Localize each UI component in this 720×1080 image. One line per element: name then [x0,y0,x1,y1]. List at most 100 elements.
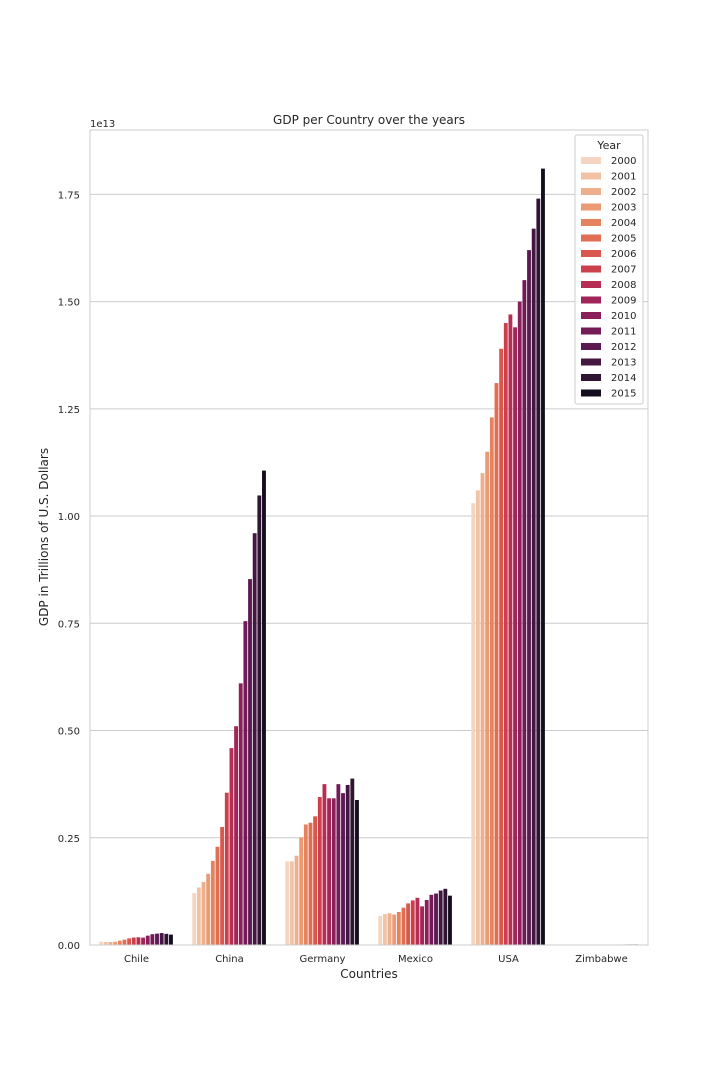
bar-china-2013 [252,533,257,945]
bar-usa-2008 [508,314,513,945]
bar-chile-2011 [150,934,155,945]
bar-chile-2003 [113,941,118,945]
y-tick-label: 0.75 [58,619,80,630]
legend-entry-label: 2010 [611,311,636,322]
bar-usa-2011 [522,280,527,945]
bar-china-2008 [229,748,234,945]
bar-china-2015 [262,470,266,945]
bar-china-2012 [248,579,252,945]
bar-usa-2000 [471,503,476,945]
bar-mexico-2008 [415,897,420,945]
y-tick-label: 0.50 [58,727,80,738]
bar-chile-2004 [117,940,122,945]
legend-swatch [581,327,601,335]
y-tick-label: 1.00 [58,512,80,523]
legend-entry-label: 2001 [611,172,636,183]
legend-entry-label: 2006 [611,249,636,260]
bar-usa-2001 [475,490,480,945]
bar-usa-2012 [527,250,531,945]
legend-box [574,134,644,405]
legend-entry-label: 2005 [611,234,636,245]
legend-swatch [581,250,601,257]
bar-mexico-2005 [401,907,406,945]
y-axis-label: GDP in Trillions of U.S. Dollars [37,448,51,626]
y-tick-label: 1.75 [58,190,80,201]
legend-entry-label: 2009 [611,296,636,307]
bar-china-2000 [192,893,197,945]
bar-china-2003 [206,873,211,945]
x-tick-label: USA [498,954,519,965]
bar-mexico-2002 [387,913,392,945]
bar-chile-2009 [141,937,145,945]
bar-mexico-2013 [438,890,443,945]
bar-germany-2006 [313,816,318,945]
legend-swatch [581,172,601,180]
legend-entry-label: 2003 [611,203,636,214]
bar-mexico-2001 [382,914,387,945]
bar-usa-2007 [503,323,508,945]
bar-mexico-2003 [392,914,397,945]
bar-germany-2012 [341,793,345,945]
legend-swatch [581,343,601,350]
bar-china-2010 [238,683,243,945]
bar-mexico-2009 [420,906,424,945]
bar-usa-2004 [489,417,494,945]
legend-swatch [581,312,601,319]
bar-germany-2015 [355,800,359,945]
bar-germany-2005 [308,822,313,945]
bar-mexico-2000 [378,915,383,945]
bar-usa-2003 [485,451,490,945]
bar-chile-2012 [155,933,159,945]
bar-china-2006 [220,827,225,945]
plot-frame [89,129,649,946]
legend-entry-label: 2007 [611,265,636,276]
bar-germany-2009 [327,798,331,945]
bar-mexico-2015 [448,895,452,945]
legend-entry-label: 2015 [611,389,636,400]
bar-germany-2010 [331,798,336,945]
bar-germany-2014 [350,778,355,945]
chart-title: GDP per Country over the years [273,113,465,127]
x-tick-label: China [215,954,244,965]
bar-germany-2000 [285,861,290,945]
bar-germany-2001 [289,861,294,945]
bar-usa-2014 [536,198,541,945]
bars [99,168,638,945]
bar-chile-2002 [108,941,113,945]
bar-china-2014 [257,495,262,945]
tick-labels: 0.00 0.25 0.50 0.75 1.00 1.25 1.50 1.75 Chile Chi… [58,190,628,965]
bar-mexico-2011 [429,894,434,945]
y-tick-label: 1.50 [58,298,80,309]
y-tick-label: 0.00 [58,941,80,952]
bar-chile-2005 [122,939,127,945]
x-tick-label: Zimbabwe [575,954,628,965]
bar-chile-2001 [103,941,108,945]
legend-entry-label: 2000 [611,156,636,167]
legend-title: Year [596,139,621,152]
bar-chile-2006 [127,938,132,945]
y-tick-label: 1.25 [58,405,80,416]
bar-usa-2009 [513,327,517,945]
legend-swatch [581,219,601,226]
legend-entry-label: 2002 [611,187,636,198]
bar-china-2011 [243,621,248,945]
bar-germany-2011 [336,784,341,945]
bar-chile-2007 [131,937,136,945]
bar-germany-2008 [322,784,327,945]
bar-china-2002 [201,881,206,945]
bar-mexico-2006 [406,903,411,945]
legend-entry-label: 2011 [611,327,636,338]
bar-mexico-2014 [443,888,448,945]
bar-chile-2000 [99,941,104,945]
legend-swatch [581,389,601,397]
legend-entry-label: 2012 [611,342,636,353]
bar-usa-2015 [541,168,545,945]
legend-swatch [581,188,601,195]
bar-usa-2005 [494,383,499,945]
legend-swatch [581,358,601,366]
legend-swatch [581,265,601,273]
bar-germany-2003 [299,837,304,945]
y-offset-text: 1e13 [90,119,115,130]
bar-germany-2007 [317,797,322,945]
